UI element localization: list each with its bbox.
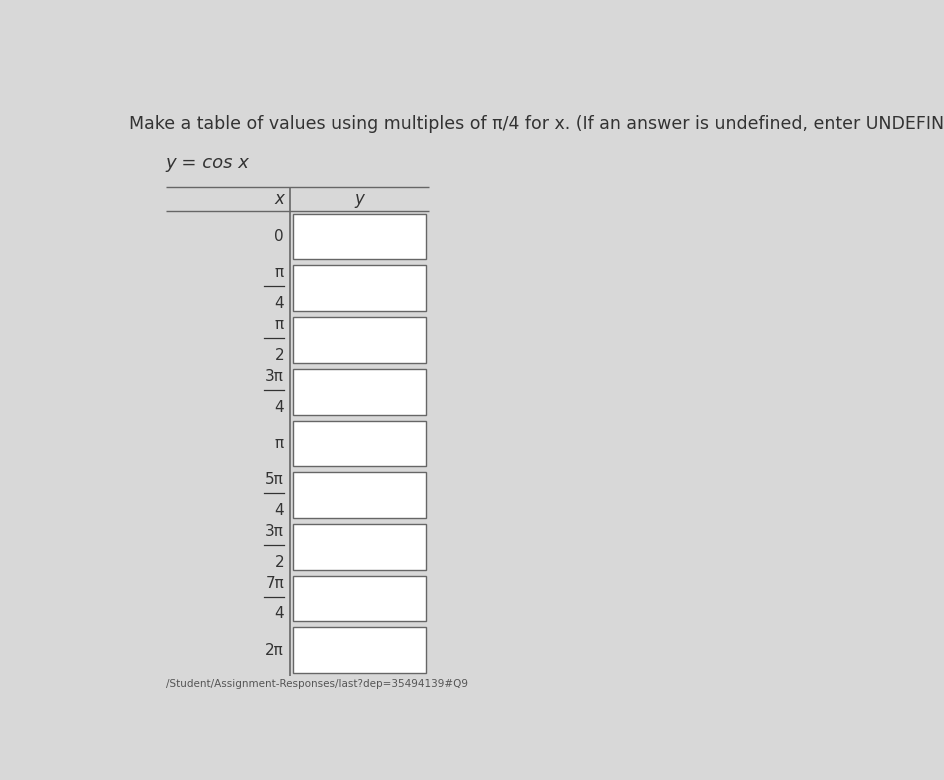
Text: 5π: 5π [265,473,284,488]
Text: 2: 2 [275,555,284,569]
Bar [293,420,426,466]
Bar [293,214,426,260]
Bar [293,473,426,518]
Bar [293,627,426,673]
Text: 4: 4 [275,296,284,311]
Text: Make a table of values using multiples of π/4 for x. (If an answer is undefined,: Make a table of values using multiples o… [129,115,944,133]
Text: π: π [275,265,284,281]
Text: 7π: 7π [265,576,284,590]
Text: y: y [355,190,364,207]
Text: 3π: 3π [265,524,284,539]
Bar [293,369,426,415]
Bar [293,524,426,569]
Text: 4: 4 [275,399,284,414]
Text: 2: 2 [275,348,284,363]
Text: /Student/Assignment-Responses/last?dep=35494139#Q9: /Student/Assignment-Responses/last?dep=3… [165,679,467,690]
Text: 3π: 3π [265,369,284,384]
Text: y = cos x: y = cos x [165,154,249,172]
Text: 4: 4 [275,503,284,518]
Text: 2π: 2π [265,643,284,658]
Bar [293,265,426,311]
Text: 4: 4 [275,606,284,622]
Bar [293,317,426,363]
Text: 0: 0 [275,229,284,244]
Text: π: π [275,317,284,332]
Text: π: π [275,436,284,451]
Text: x: x [274,190,284,207]
Bar [293,576,426,622]
